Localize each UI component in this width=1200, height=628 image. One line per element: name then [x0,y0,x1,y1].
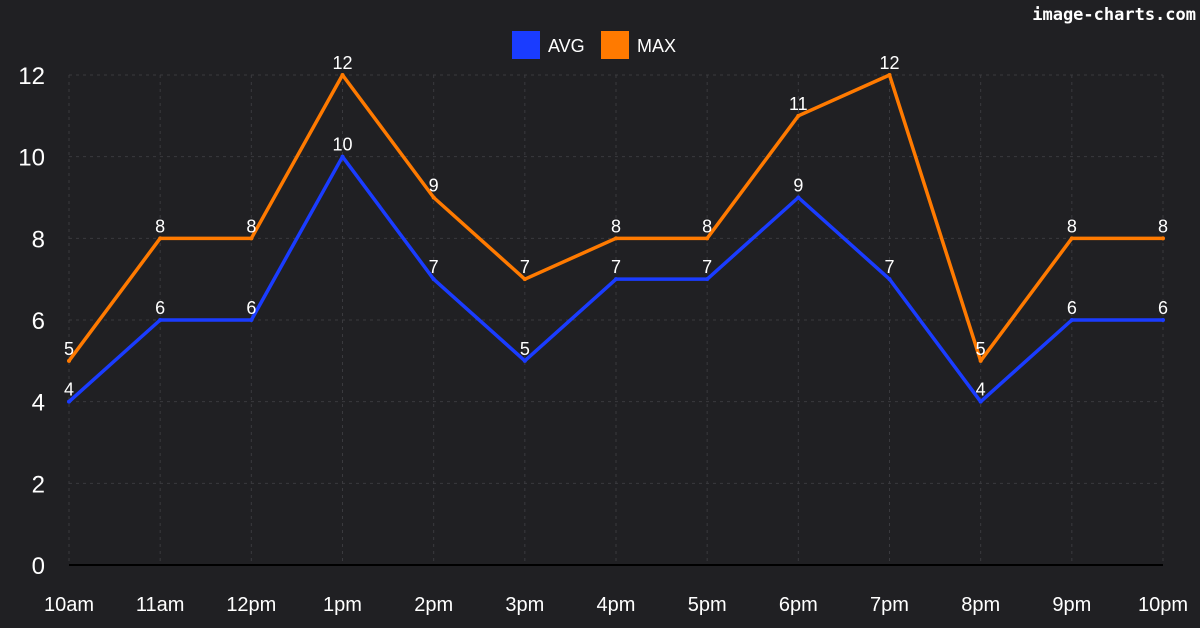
y-tick-label: 10 [18,145,45,172]
data-point-max [249,236,254,241]
data-point-max [887,73,892,77]
data-label-avg: 6 [1067,298,1077,318]
y-tick-label: 12 [18,63,45,90]
data-point-avg [978,399,983,404]
data-label-avg: 7 [702,257,712,277]
y-tick-label: 4 [32,390,45,417]
data-label-avg: 6 [155,298,165,318]
data-point-avg [614,277,618,282]
data-point-avg [431,277,436,282]
data-point-avg [1161,318,1165,322]
x-tick-label: 1pm [323,594,362,616]
data-label-max: 8 [246,216,256,236]
data-label-avg: 10 [332,135,352,155]
data-point-max [796,113,801,118]
data-point-max [67,358,71,363]
data-point-max [1069,236,1074,241]
data-point-avg [522,358,527,363]
data-labels: 4 6 6 10 7 5 7 7 9 7 4 6 6 5 8 8 12 9 7 8 8 11 12 5 8 8 [64,53,1168,400]
data-label-avg: 7 [429,257,439,277]
data-label-max: 8 [155,216,165,236]
data-point-max [1161,236,1165,241]
x-tick-label: 7pm [870,594,909,616]
data-point-max [158,236,163,241]
data-label-max: 9 [429,176,439,196]
data-point-max [705,236,710,241]
data-label-avg: 4 [64,380,74,400]
data-label-max: 8 [1067,216,1077,236]
x-tick-label: 9pm [1052,594,1091,616]
axes: 0 2 4 6 8 10 12 10am 11am 12pm 1pm 2pm 3pm 4pm 5pm 6pm 7… [18,63,1188,616]
x-tick-label: 12pm [226,594,276,616]
data-point-avg [705,277,710,282]
data-label-max: 8 [1158,216,1168,236]
data-label-avg: 4 [976,380,986,400]
y-tick-label: 6 [32,308,45,335]
legend: AVG MAX [512,31,676,59]
x-tick-label: 10pm [1138,594,1188,616]
x-tick-label: 5pm [688,594,727,616]
data-label-avg: 7 [611,257,621,277]
watermark-text: image-charts.com [1032,5,1196,25]
x-tick-label: 3pm [505,594,544,616]
x-tick-label: 11am [136,594,185,616]
series-lines [67,73,1165,404]
data-label-max: 5 [64,339,74,359]
x-tick-label: 8pm [961,594,1000,616]
data-label-max: 12 [879,53,899,73]
data-point-avg [158,318,163,322]
data-label-avg: 9 [793,176,803,196]
data-point-avg [249,318,254,322]
x-tick-label: 4pm [597,594,636,616]
data-point-max [614,236,618,241]
data-point-avg [67,399,71,404]
data-label-avg: 7 [884,257,894,277]
legend-swatch-max [601,31,629,59]
data-label-max: 8 [611,216,621,236]
legend-label-max: MAX [637,36,676,56]
data-label-avg: 6 [1158,298,1168,318]
data-label-max: 7 [520,257,530,277]
data-point-avg [1069,318,1074,322]
data-label-max: 11 [789,94,808,114]
data-label-avg: 5 [520,339,530,359]
data-label-max: 5 [976,339,986,359]
data-label-max: 8 [702,216,712,236]
y-tick-label: 2 [32,471,45,498]
y-tick-label: 8 [32,226,45,253]
data-point-avg [340,154,345,159]
data-point-avg [796,195,801,200]
data-point-max [978,358,983,363]
data-label-avg: 6 [246,298,256,318]
data-point-max [340,73,345,77]
legend-label-avg: AVG [548,36,585,56]
x-tick-label: 10am [44,594,94,616]
data-point-max [431,195,436,200]
x-tick-label: 2pm [414,594,453,616]
legend-swatch-avg [512,31,540,59]
y-tick-label: 0 [32,553,45,580]
data-point-avg [887,277,892,282]
x-tick-label: 6pm [779,594,818,616]
data-point-max [522,277,527,282]
data-label-max: 12 [332,53,352,73]
